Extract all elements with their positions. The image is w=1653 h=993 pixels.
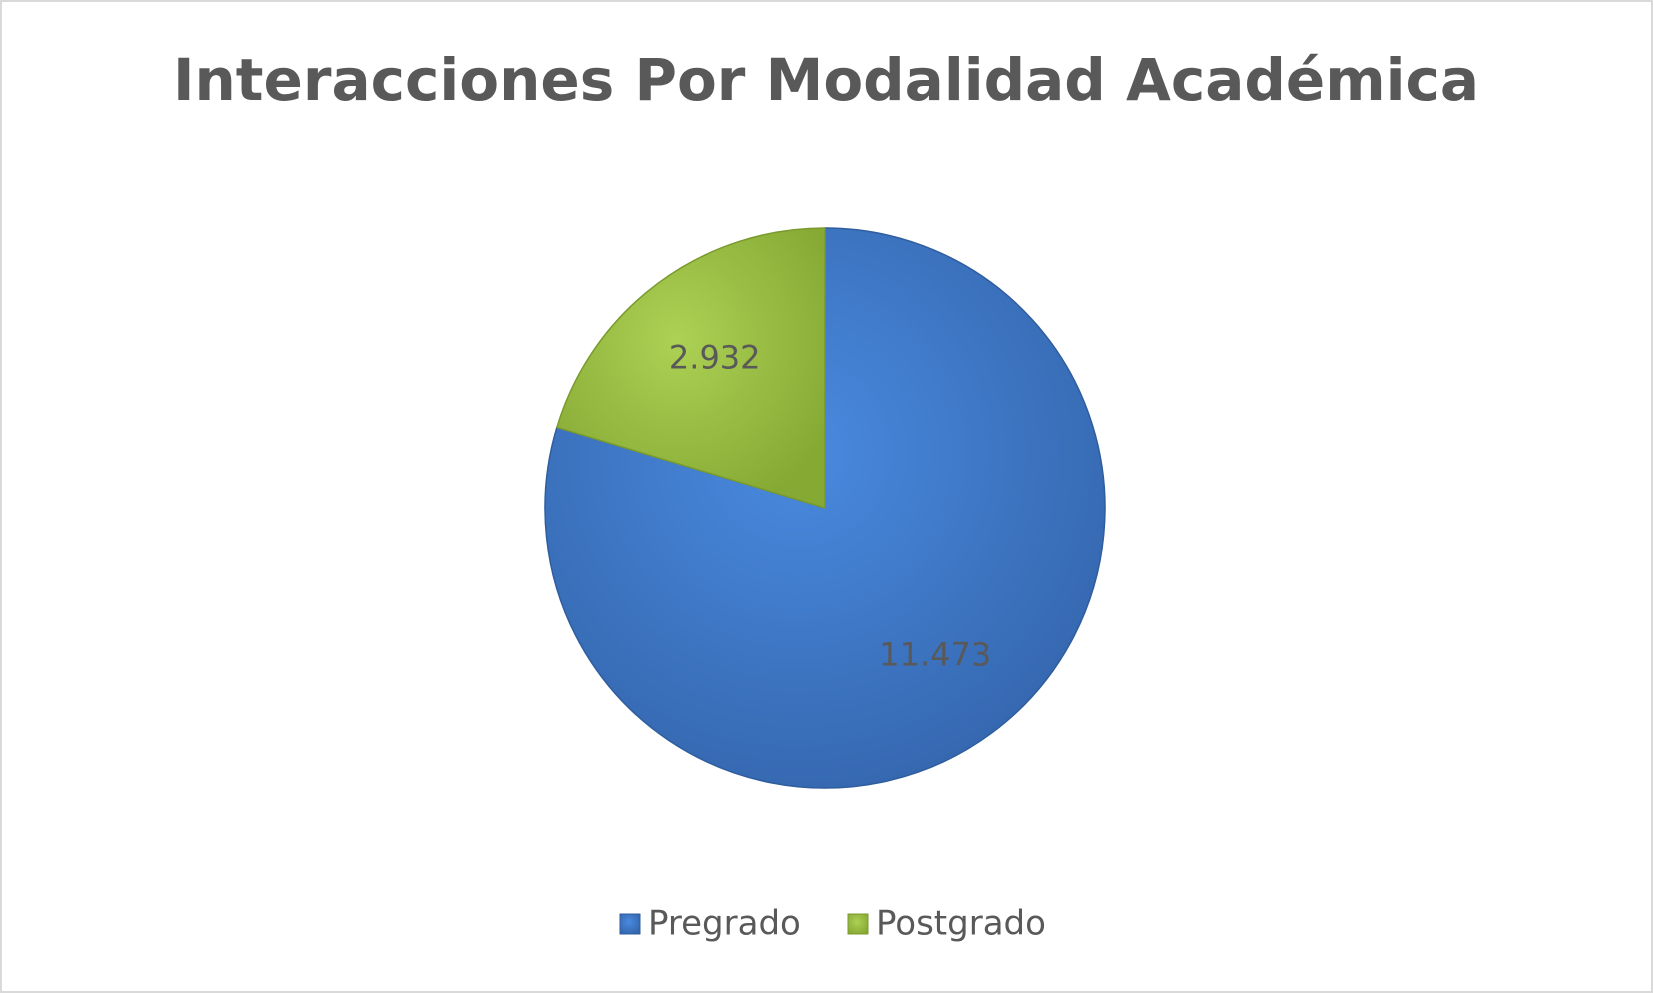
legend-label: Pregrado bbox=[648, 904, 801, 944]
chart-title: Interacciones Por Modalidad Académica bbox=[173, 46, 1479, 114]
data-label: 2.932 bbox=[669, 339, 761, 377]
pie-slice bbox=[544, 227, 1106, 789]
legend-swatch bbox=[847, 913, 869, 935]
pie-slice bbox=[555, 227, 826, 510]
legend-label: Postgrado bbox=[876, 904, 1046, 944]
data-label: 11.473 bbox=[879, 635, 991, 673]
legend-swatch bbox=[619, 913, 641, 935]
